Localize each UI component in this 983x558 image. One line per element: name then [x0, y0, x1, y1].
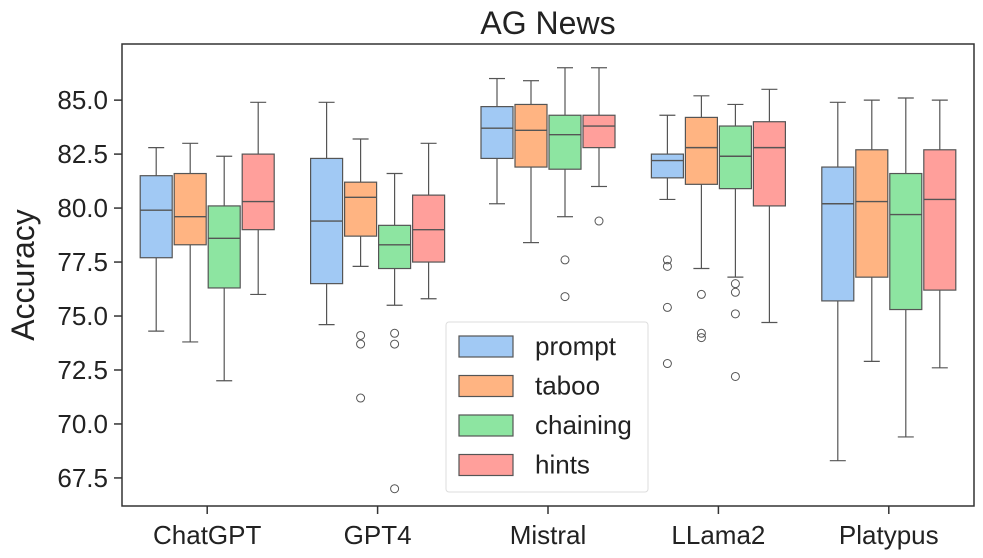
y-tick-label: 77.5: [57, 247, 108, 277]
plot-frame: [121, 43, 975, 507]
legend-swatch-chaining: [458, 414, 514, 437]
iqr-box: [480, 106, 514, 160]
iqr-box: [139, 175, 173, 259]
outlier-point: [730, 287, 740, 297]
box-taboo: [855, 99, 889, 362]
iqr-box: [821, 166, 855, 302]
iqr-box: [650, 153, 685, 179]
x-tick-label: Mistral: [510, 520, 587, 550]
box-hints: [923, 99, 957, 369]
outlier-point: [390, 339, 400, 349]
y-tick-label: 67.5: [57, 463, 108, 493]
outlier-point: [696, 289, 706, 299]
legend-label-chaining: chaining: [535, 410, 632, 440]
y-axis: 67.5 70.0 72.5 75.0 77.5 80.0 82.5 85.0: [57, 85, 122, 493]
y-tick-label: 70.0: [57, 409, 108, 439]
outlier-point: [662, 255, 672, 265]
legend-swatch-hints: [458, 453, 514, 477]
box-chaining: [889, 97, 923, 438]
iqr-box: [582, 114, 616, 149]
legend-label-taboo: taboo: [535, 371, 600, 401]
iqr-box: [378, 224, 412, 270]
iqr-box: [718, 125, 753, 190]
iqr-box: [207, 205, 241, 289]
legend-label-hints: hints: [535, 450, 590, 480]
outlier-point: [662, 359, 672, 369]
outlier-point: [560, 255, 570, 265]
x-tick-label: Platypus: [839, 520, 939, 550]
outlier-point: [390, 328, 400, 338]
outlier-point: [730, 279, 740, 289]
outlier-point: [730, 371, 740, 381]
y-tick-label: 75.0: [57, 301, 108, 331]
legend: prompt taboo chaining hints: [445, 321, 649, 493]
legend-swatch-taboo: [458, 374, 514, 398]
iqr-box: [344, 181, 378, 237]
box-hints: [241, 101, 275, 296]
x-tick-label: LLama2: [671, 520, 765, 550]
box-hints: [752, 88, 787, 324]
iqr-box: [889, 172, 923, 311]
x-tick-label: ChatGPT: [153, 520, 261, 550]
outlier-point: [696, 333, 706, 343]
box-chaining: [548, 67, 582, 302]
box-taboo: [684, 95, 719, 343]
outlier-point: [356, 339, 366, 349]
box-groups: [139, 67, 957, 494]
outlier-point: [730, 309, 740, 319]
iqr-box: [514, 103, 548, 168]
box-prompt: [480, 77, 514, 205]
box-hints: [412, 142, 446, 300]
iqr-box: [855, 149, 889, 278]
chart-title: AG News: [480, 5, 615, 41]
box-taboo: [344, 138, 378, 403]
box-prompt: [650, 114, 685, 369]
y-tick-label: 85.0: [57, 85, 108, 115]
outlier-point: [662, 261, 672, 271]
legend-frame: [445, 321, 649, 493]
outlier-point: [356, 330, 366, 340]
iqr-box: [752, 121, 787, 207]
box-chaining: [207, 155, 241, 382]
outlier-point: [356, 393, 366, 403]
iqr-box: [412, 194, 446, 263]
y-tick-label: 80.0: [57, 193, 108, 223]
outlier-point: [662, 302, 672, 312]
y-tick-label: 72.5: [57, 355, 108, 385]
box-prompt: [310, 101, 344, 326]
iqr-box: [923, 149, 957, 291]
y-tick-label: 82.5: [57, 139, 108, 169]
x-tick-label: GPT4: [344, 520, 412, 550]
x-axis: ChatGPT GPT4 Mistral LLama2 Platypus: [153, 506, 939, 550]
outlier-point: [390, 484, 400, 494]
iqr-box: [684, 116, 719, 185]
outlier-point: [594, 216, 604, 226]
box-chaining: [378, 172, 412, 494]
box-hints: [582, 67, 616, 226]
box-taboo: [514, 80, 548, 244]
y-axis-label: Accuracy: [5, 209, 41, 341]
box-chaining: [718, 103, 753, 381]
legend-label-prompt: prompt: [535, 331, 617, 361]
iqr-box: [241, 153, 275, 231]
box-prompt: [821, 101, 855, 462]
iqr-box: [548, 114, 582, 170]
box-prompt: [139, 147, 173, 332]
box-taboo: [173, 142, 207, 343]
legend-swatch-prompt: [458, 335, 514, 358]
iqr-box: [173, 172, 207, 246]
outlier-point: [560, 292, 570, 302]
outlier-point: [696, 328, 706, 338]
